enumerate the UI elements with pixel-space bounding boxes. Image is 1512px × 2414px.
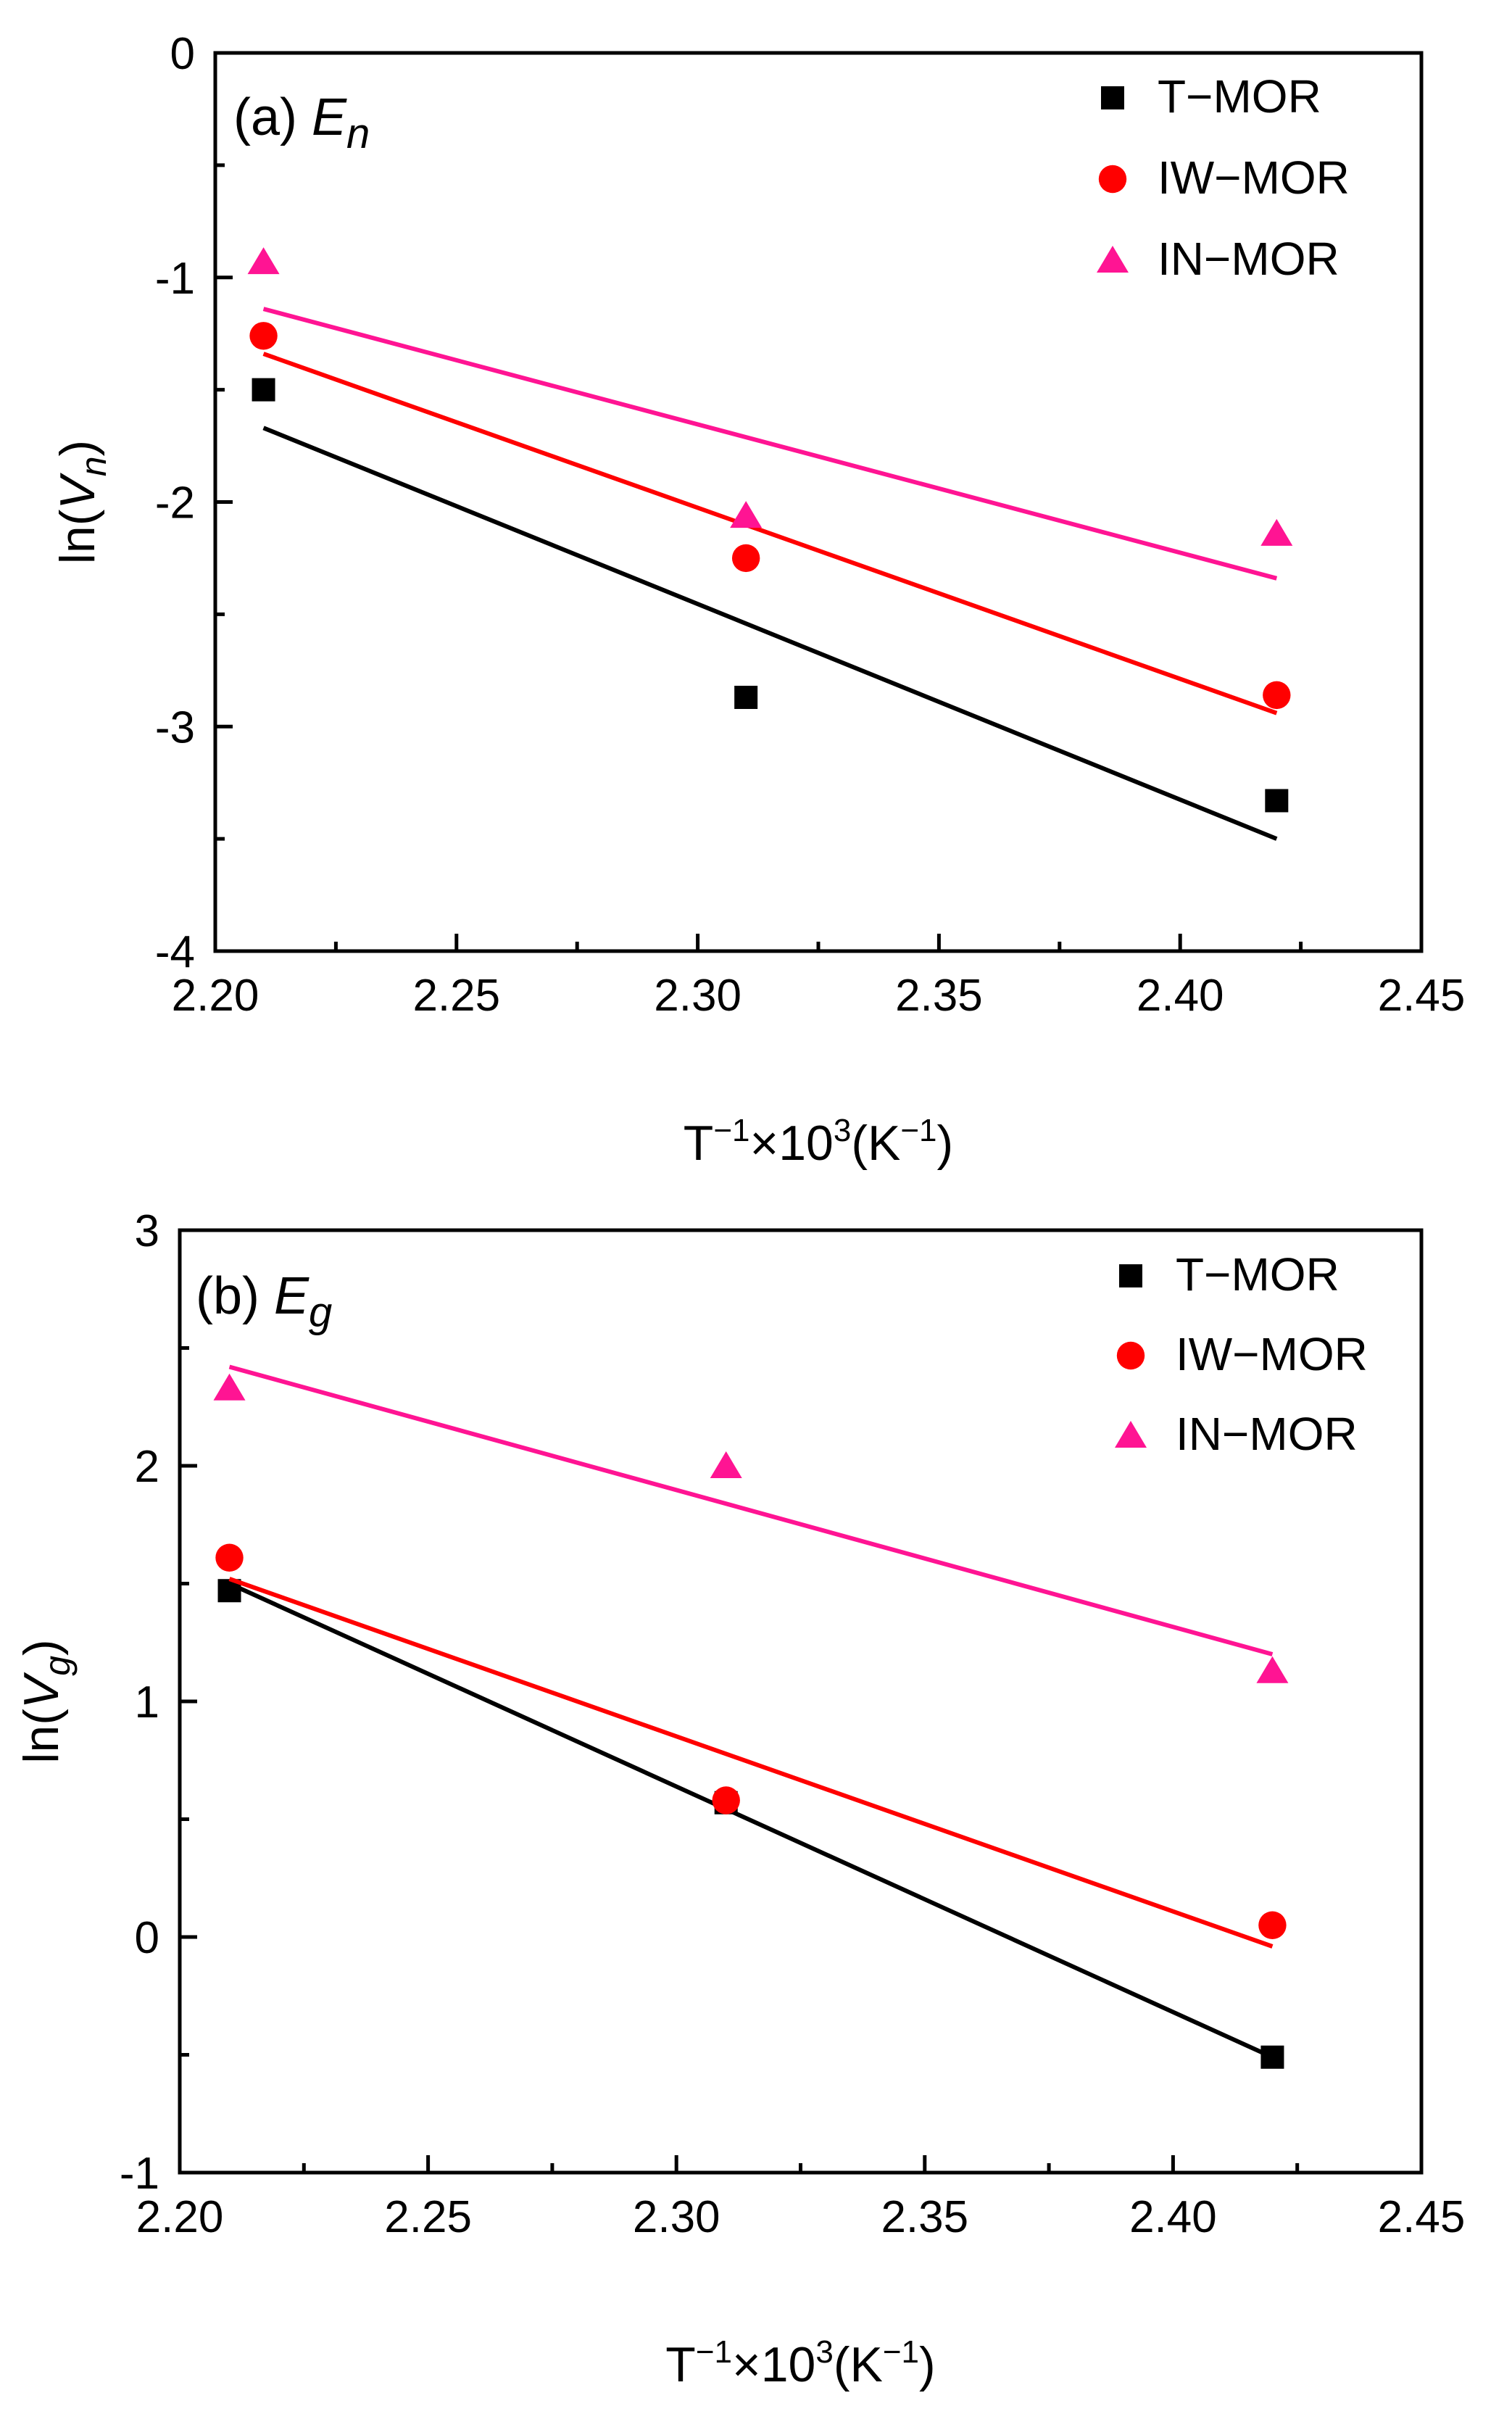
y-tick-label: -1: [155, 254, 195, 304]
legend-label: IN−MOR: [1158, 233, 1339, 285]
y-tick-label: -3: [155, 702, 195, 752]
fit-line: [262, 307, 1278, 581]
legend-label: T−MOR: [1158, 70, 1321, 123]
legend-marker: [1115, 1421, 1147, 1448]
data-point: [215, 1543, 244, 1572]
x-tick-label: 2.45: [1378, 2192, 1466, 2242]
series-triangle: [247, 247, 1293, 581]
x-tick-label: 2.40: [1137, 971, 1224, 1021]
data-point: [730, 501, 763, 528]
x-tick-label: 2.30: [633, 2192, 720, 2242]
panel-title: (a) En: [233, 88, 370, 157]
data-point: [247, 247, 280, 275]
y-axis-label: ln(Vn): [50, 440, 114, 564]
legend-item: T−MOR: [1119, 1248, 1339, 1301]
legend-item: IN−MOR: [1097, 233, 1339, 285]
x-tick-label: 2.25: [384, 2192, 472, 2242]
data-point: [731, 544, 760, 573]
panel-title: (b) Eg: [196, 1267, 332, 1336]
legend-marker: [1101, 86, 1124, 109]
legend-item: IW−MOR: [1098, 152, 1350, 204]
legend-marker: [1098, 165, 1127, 194]
y-tick-label: 0: [135, 1913, 159, 1963]
y-tick-label: -2: [155, 478, 195, 528]
x-tick-label: 2.35: [881, 2192, 968, 2242]
data-point: [249, 322, 278, 350]
data-point: [712, 1786, 740, 1814]
x-axis-label: T−1×103(K−1): [665, 2334, 935, 2392]
data-point: [1256, 1656, 1289, 1683]
fit-line: [228, 1364, 1274, 1656]
data-point: [1260, 518, 1293, 546]
x-tick-label: 2.40: [1129, 2192, 1217, 2242]
x-tick-label: 2.25: [412, 971, 500, 1021]
y-tick-label: 1: [135, 1677, 159, 1727]
data-point: [1263, 681, 1291, 710]
y-tick-label: -4: [155, 927, 195, 977]
y-tick-label: 0: [170, 29, 195, 79]
panel-a: 2.20 2.25 2.30 2.35 2.40 2.45 -4 -3 -2 -1 0 T−1×103…: [50, 29, 1465, 1171]
legend-item: IW−MOR: [1116, 1328, 1368, 1380]
data-point: [1265, 789, 1289, 813]
x-tick-label: 2.45: [1378, 971, 1466, 1021]
legend-marker: [1119, 1264, 1142, 1287]
x-tick-label: 2.35: [895, 971, 983, 1021]
data-point: [734, 685, 758, 709]
x-tick-label: 2.30: [654, 971, 742, 1021]
y-tick-label: 2: [135, 1442, 159, 1492]
y-axis-label: ln(Vg): [14, 1639, 78, 1763]
data-point: [252, 378, 275, 402]
series-square: [252, 378, 1289, 841]
series-circle: [249, 322, 1291, 716]
legend-label: T−MOR: [1176, 1248, 1339, 1301]
series-circle: [215, 1543, 1287, 1949]
panel-b: 2.20 2.25 2.30 2.35 2.40 2.45 -1 0 1 2 3 T−1×103(K−…: [14, 1206, 1465, 2392]
legend-item: T−MOR: [1101, 70, 1321, 123]
data-point: [213, 1373, 246, 1401]
legend-item: IN−MOR: [1115, 1408, 1358, 1460]
x-axis-label: T−1×103(K−1): [684, 1113, 953, 1171]
x-tick-label: 2.20: [172, 971, 259, 1021]
legend-label: IW−MOR: [1158, 152, 1350, 204]
data-point: [1260, 2045, 1284, 2069]
fit-line: [262, 426, 1278, 841]
fit-line: [228, 1577, 1274, 1949]
legend-marker: [1116, 1341, 1145, 1370]
legend-label: IN−MOR: [1176, 1408, 1358, 1460]
x-tick-label: 2.20: [136, 2192, 224, 2242]
data-point: [1258, 1911, 1287, 1939]
legend-marker: [1097, 246, 1129, 273]
fit-line: [262, 352, 1278, 716]
fit-line: [228, 1581, 1274, 2060]
legend-label: IW−MOR: [1176, 1328, 1368, 1380]
data-point: [710, 1451, 742, 1478]
y-tick-label: -1: [120, 2149, 159, 2199]
y-tick-label: 3: [135, 1206, 159, 1256]
series-triangle: [213, 1364, 1289, 1683]
